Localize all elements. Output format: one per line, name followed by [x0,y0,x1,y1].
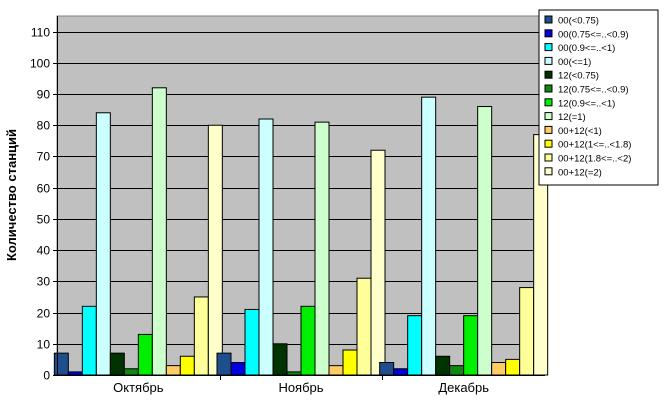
legend-label: 00(<0.75) [558,16,599,27]
legend-label: 00(<=1) [558,57,591,68]
y-tick-label: 70 [37,150,51,164]
bar [123,368,139,376]
y-tick-label: 20 [37,307,51,321]
x-tick-label: Декабрь [438,380,489,395]
legend-swatch [544,56,553,65]
bar [95,112,111,376]
legend-swatch [544,139,553,148]
legend-label: 12(=1) [558,112,586,123]
legend-swatch [544,98,553,107]
legend-swatch [544,70,553,79]
bar [407,315,423,376]
y-tick-label: 90 [37,88,51,102]
bar [491,362,507,376]
legend-swatch [544,84,553,93]
legend-label: 12(<0.75) [558,71,599,82]
y-tick-label: 50 [37,213,51,227]
bar [342,349,358,376]
bar [314,121,330,376]
legend-swatch [544,43,553,52]
bar [216,352,232,376]
x-tick-label: Ноябрь [278,380,323,395]
legend-label: 00+12(<1) [558,126,602,137]
y-axis-label: Количество станций [4,129,19,261]
bar [272,343,288,376]
bar [244,308,260,376]
y-tick-label: 30 [37,275,51,289]
bar [151,87,167,376]
x-tick-label: Октябрь [113,380,164,395]
bar [137,333,153,376]
legend-label: 00(0.9<=..<1) [558,43,615,54]
bar [519,287,535,376]
bar [230,362,246,376]
y-tick-label: 80 [37,119,51,133]
bar [67,371,83,376]
bar [449,365,465,376]
legend-swatch [544,167,553,176]
bar [435,355,451,376]
bar [193,296,209,376]
y-tick-label: 0 [43,369,50,383]
bar [207,124,223,376]
bar [165,365,181,376]
legend-label: 00+12(1.8<=..<2) [558,154,631,165]
bar [300,305,316,376]
y-tick-label: 40 [37,244,51,258]
bar [179,355,195,376]
bar [258,118,274,376]
legend-swatch [544,125,553,134]
bar [53,352,69,376]
legend-label: 12(0.9<=..<1) [558,98,615,109]
bar [393,368,409,376]
bar [328,365,344,376]
legend-swatch [544,29,553,38]
legend-label: 00+12(1<=..<1.8) [558,140,631,151]
legend-label: 00+12(=2) [558,167,602,178]
bar [356,277,372,376]
legend-swatch [544,15,553,24]
y-tick-label: 60 [37,182,51,196]
legend: 00(<0.75) 00(0.75<=..<0.9) 00(0.9<=..<1) 00… [538,9,659,186]
bar [370,149,386,376]
y-tick-label: 10 [37,338,51,352]
y-tick-label: 100 [30,57,50,71]
y-tick-label: 110 [31,26,50,40]
legend-label: 12(0.75<=..<0.9) [558,85,629,96]
bar [379,362,395,376]
bar [286,371,302,376]
bar [505,358,521,376]
bar [477,106,493,376]
axes: 0 10 20 30 40 50 60 70 80 90 100 110 Октябрь Ноябрь Де… [30,16,545,395]
bar [463,315,479,376]
bar [81,305,97,376]
legend-swatch [544,112,553,121]
legend-label: 00(0.75<=..<0.9) [558,29,629,40]
bar [109,352,125,376]
bar [421,96,437,376]
legend-box [538,9,659,186]
legend-swatch [544,153,553,162]
